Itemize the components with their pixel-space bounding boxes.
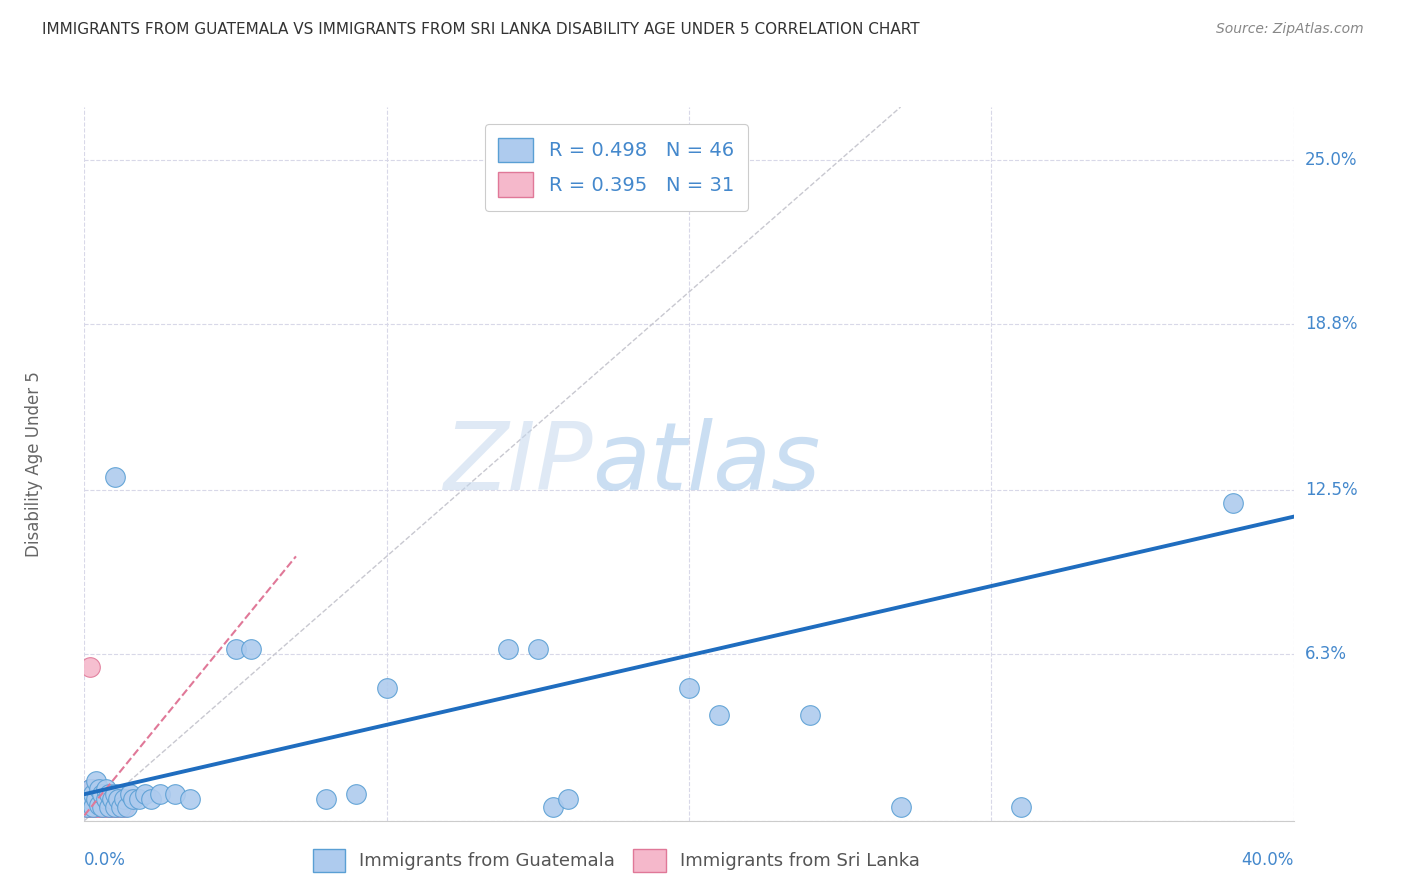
Point (94, 792, 117, 806)
Point (104, 787, 127, 801)
Point (89, 787, 111, 801)
Point (79, 792, 101, 806)
Point (79, 787, 101, 801)
Text: IMMIGRANTS FROM GUATEMALA VS IMMIGRANTS FROM SRI LANKA DISABILITY AGE UNDER 5 CO: IMMIGRANTS FROM GUATEMALA VS IMMIGRANTS … (42, 22, 920, 37)
Point (115, 800, 138, 814)
Point (890, 800, 912, 814)
Point (76, 800, 98, 814)
Point (239, 641, 262, 656)
Point (82, 792, 104, 806)
Point (79, 660, 101, 674)
Point (79, 792, 101, 806)
Point (94, 792, 117, 806)
Point (89, 800, 111, 814)
Point (91, 792, 114, 806)
Text: 6.3%: 6.3% (1305, 645, 1347, 663)
Point (86, 774, 108, 789)
Point (94, 800, 117, 814)
Point (112, 792, 135, 806)
Point (91, 787, 114, 801)
Point (1222, 496, 1244, 510)
Text: atlas: atlas (592, 418, 821, 509)
Point (709, 707, 731, 722)
Point (225, 641, 247, 656)
Point (76, 792, 98, 806)
Point (134, 787, 156, 801)
Text: 12.5%: 12.5% (1305, 482, 1357, 500)
Point (86, 792, 108, 806)
Point (139, 792, 162, 806)
Point (375, 681, 398, 696)
Point (110, 792, 132, 806)
Point (91, 800, 114, 814)
Point (541, 800, 564, 814)
Point (346, 787, 368, 801)
Point (79, 781, 101, 796)
Point (104, 800, 127, 814)
Point (104, 470, 127, 484)
Point (121, 792, 143, 806)
Point (678, 681, 700, 696)
Point (110, 800, 132, 814)
Point (97, 787, 120, 801)
Point (79, 781, 101, 796)
Point (86, 800, 108, 814)
Legend: Immigrants from Guatemala, Immigrants from Sri Lanka: Immigrants from Guatemala, Immigrants fr… (305, 842, 928, 880)
Point (82, 787, 104, 801)
Point (107, 792, 129, 806)
Point (799, 707, 821, 722)
Point (89, 792, 111, 806)
Point (82, 781, 104, 796)
Text: Source: ZipAtlas.com: Source: ZipAtlas.com (1216, 22, 1364, 37)
Point (89, 781, 111, 796)
Text: 25.0%: 25.0% (1305, 151, 1357, 169)
Point (89, 797, 111, 812)
Point (76, 800, 98, 814)
Point (1010, 800, 1032, 814)
Point (86, 787, 108, 801)
Point (86, 792, 108, 806)
Point (557, 792, 579, 806)
Point (100, 792, 122, 806)
Point (118, 787, 141, 801)
Point (82, 800, 104, 814)
Point (149, 787, 172, 801)
Point (97, 800, 120, 814)
Point (79, 800, 101, 814)
Point (496, 641, 519, 656)
Text: 18.8%: 18.8% (1305, 315, 1357, 333)
Text: 0.0%: 0.0% (84, 851, 127, 869)
Text: Disability Age Under 5: Disability Age Under 5 (25, 371, 44, 557)
Point (97, 800, 120, 814)
Point (163, 787, 186, 801)
Point (82, 787, 104, 801)
Point (91, 800, 114, 814)
Point (104, 792, 127, 806)
Point (118, 792, 141, 806)
Point (100, 800, 122, 814)
Point (104, 800, 127, 814)
Point (128, 792, 150, 806)
Text: ZIP: ZIP (443, 418, 592, 509)
Point (112, 800, 135, 814)
Point (94, 781, 117, 796)
Point (107, 800, 129, 814)
Point (315, 792, 337, 806)
Text: 40.0%: 40.0% (1241, 851, 1294, 869)
Point (76, 787, 98, 801)
Point (179, 792, 201, 806)
Point (82, 800, 104, 814)
Point (97, 792, 120, 806)
Point (526, 641, 548, 656)
